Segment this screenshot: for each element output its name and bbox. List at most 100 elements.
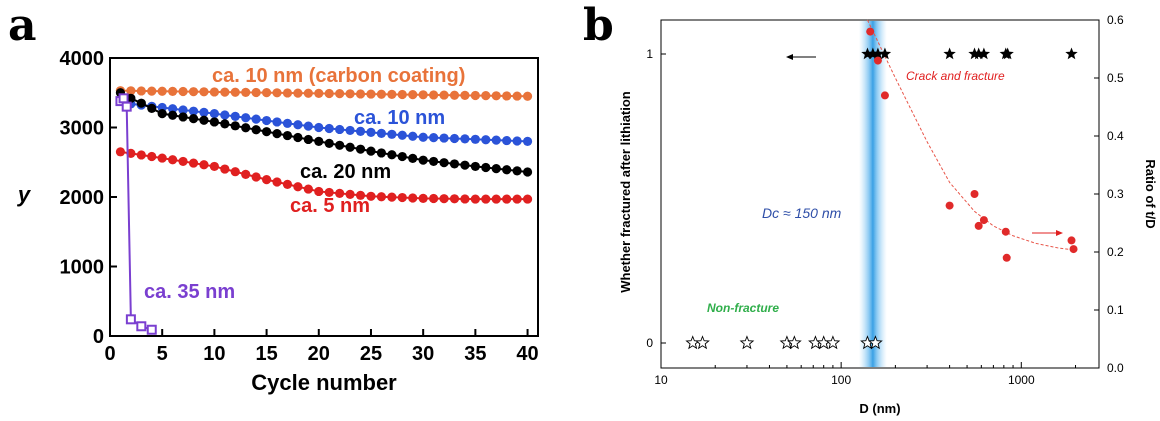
y-tick-label: 3000 [60, 118, 105, 140]
data-point-ca-10-nm-carbon-coating [460, 90, 470, 100]
data-point-ca-5-nm [397, 192, 407, 203]
data-point-ca-10-nm [261, 115, 272, 126]
data-point-ca-10-nm [314, 122, 324, 133]
data-point-ca-20-nm [460, 160, 470, 170]
data-point-ca-10-nm-carbon-coating [418, 90, 428, 100]
data-point-ca-10-nm [282, 118, 293, 128]
data-point-ca-20-nm [481, 162, 491, 173]
data-point-ca-10-nm [481, 135, 491, 145]
ratio-point [979, 216, 988, 225]
right-axis-arrowhead [1056, 230, 1063, 236]
data-point-ca-20-nm [199, 115, 209, 125]
data-point-ca-10-nm [470, 134, 480, 144]
ratio-point [1069, 245, 1078, 254]
data-point-ca-10-nm-carbon-coating [220, 87, 230, 97]
data-point-ca-20-nm [157, 109, 167, 119]
data-point-ca-20-nm [429, 156, 439, 167]
series-3 [115, 147, 533, 204]
panel-b-marks [685, 27, 1078, 350]
series-0 [115, 86, 533, 101]
label-carbon-coating: ca. 10 nm (carbon coating) [212, 65, 465, 87]
data-point-ca-10-nm-carbon-coating [293, 88, 303, 98]
right-y-tick-label: 0.1 [1107, 303, 1124, 317]
critical-diameter-band [858, 21, 887, 367]
data-point-ca-10-nm-carbon-coating [303, 88, 313, 98]
data-point-ca-10-nm-carbon-coating [512, 91, 522, 101]
data-point-ca-5-nm [408, 193, 418, 203]
x-tick-label: 35 [464, 343, 486, 365]
data-point-ca-10-nm [168, 104, 178, 114]
x-tick-label: 20 [308, 343, 330, 365]
left-axis-arrowhead [786, 54, 793, 60]
x-tick-label: 25 [360, 343, 382, 365]
data-point-ca-5-nm [136, 150, 146, 160]
data-point-ca-10-nm [418, 132, 428, 142]
data-point-ca-5-nm [366, 191, 376, 201]
ratio-point [945, 201, 954, 210]
annotation-non-fracture: Non-fracture [707, 301, 779, 315]
data-point-ca-10-nm [355, 126, 366, 136]
data-point-ca-5-nm [241, 169, 251, 179]
data-point-ca-20-nm [126, 93, 136, 103]
data-point-ca-10-nm-carbon-coating [439, 90, 449, 100]
data-point-ca-20-nm [502, 165, 512, 175]
data-point-ca-10-nm-carbon-coating [314, 88, 324, 98]
fractured-star [878, 47, 892, 60]
data-point-ca-5-nm [168, 155, 178, 165]
y-tick-label: 2000 [60, 187, 105, 209]
non-fractured-star [825, 335, 841, 350]
data-point-ca-10-nm-carbon-coating [481, 91, 491, 101]
data-point-ca-20-nm [355, 144, 366, 154]
y-tick-label: 4000 [60, 48, 105, 70]
x-tick-label: 1000 [1008, 373, 1035, 387]
data-point-ca-20-nm [366, 146, 376, 156]
data-point-ca-10-nm-carbon-coating [178, 86, 188, 97]
data-point-ca-20-nm [397, 151, 407, 162]
x-tick-label: 40 [516, 343, 538, 365]
x-tick-label: 0 [104, 343, 115, 365]
x-tick-label: 10 [203, 343, 225, 365]
data-point-ca-10-nm [345, 125, 355, 136]
data-point-ca-5-nm [303, 184, 313, 194]
data-point-ca-10-nm [241, 113, 251, 123]
data-point-ca-5-nm [314, 186, 324, 197]
data-point-ca-10-nm [293, 120, 303, 130]
data-point-ca-20-nm [376, 148, 387, 158]
right-y-tick-label: 0.6 [1107, 13, 1124, 27]
data-point-ca-10-nm-carbon-coating [429, 90, 439, 100]
data-point-ca-10-nm [230, 111, 240, 121]
data-point-ca-10-nm-carbon-coating [522, 91, 533, 101]
data-point-ca-10-nm-carbon-coating [230, 87, 240, 97]
panel-a-y-axis-label: y [17, 182, 32, 207]
x-tick-label: 5 [157, 343, 168, 365]
data-point-ca-10-nm [209, 109, 219, 119]
panel-a-ticks: 0 5 10 15 20 25 30 35 40 0 1000 2000 3000 4000 [60, 48, 539, 365]
non-fractured-star [739, 335, 755, 350]
data-point-ca-10-nm [397, 130, 407, 140]
ratio-point [880, 91, 889, 100]
data-point-ca-10-nm [324, 123, 334, 134]
right-y-tick-label: 0.5 [1107, 71, 1124, 85]
data-point-ca-5-nm [502, 194, 512, 204]
data-point-ca-5-nm [157, 153, 167, 163]
data-point-ca-10-nm-carbon-coating [282, 88, 293, 98]
right-y-tick-label: 0.3 [1107, 187, 1124, 201]
data-point-ca-20-nm [314, 136, 324, 146]
series-2 [115, 88, 533, 177]
data-point-ca-20-nm [335, 140, 345, 150]
data-point-ca-20-nm [387, 150, 397, 160]
data-point-ca-5-nm [481, 194, 491, 204]
y-tick-label: 0 [93, 326, 104, 348]
data-point-ca-10-nm-carbon-coating [157, 86, 167, 96]
panel-b-ticks: 10 100 1000 0 1 0.0 0.1 0.2 0.3 0.4 0.5 0.6 [646, 13, 1124, 387]
data-point-ca-10-nm-carbon-coating [345, 89, 355, 99]
data-point-ca-20-nm [209, 117, 219, 127]
data-point-ca-10-nm-carbon-coating [261, 88, 272, 98]
data-point-ca-10-nm-carbon-coating [470, 90, 480, 101]
data-point-ca-10-nm-carbon-coating [199, 87, 209, 97]
data-point-ca-20-nm [324, 138, 334, 148]
critical-band [858, 21, 887, 367]
data-point-ca-20-nm [512, 166, 522, 176]
data-point-ca-5-nm [293, 182, 303, 192]
data-point-ca-10-nm-carbon-coating [491, 91, 501, 101]
